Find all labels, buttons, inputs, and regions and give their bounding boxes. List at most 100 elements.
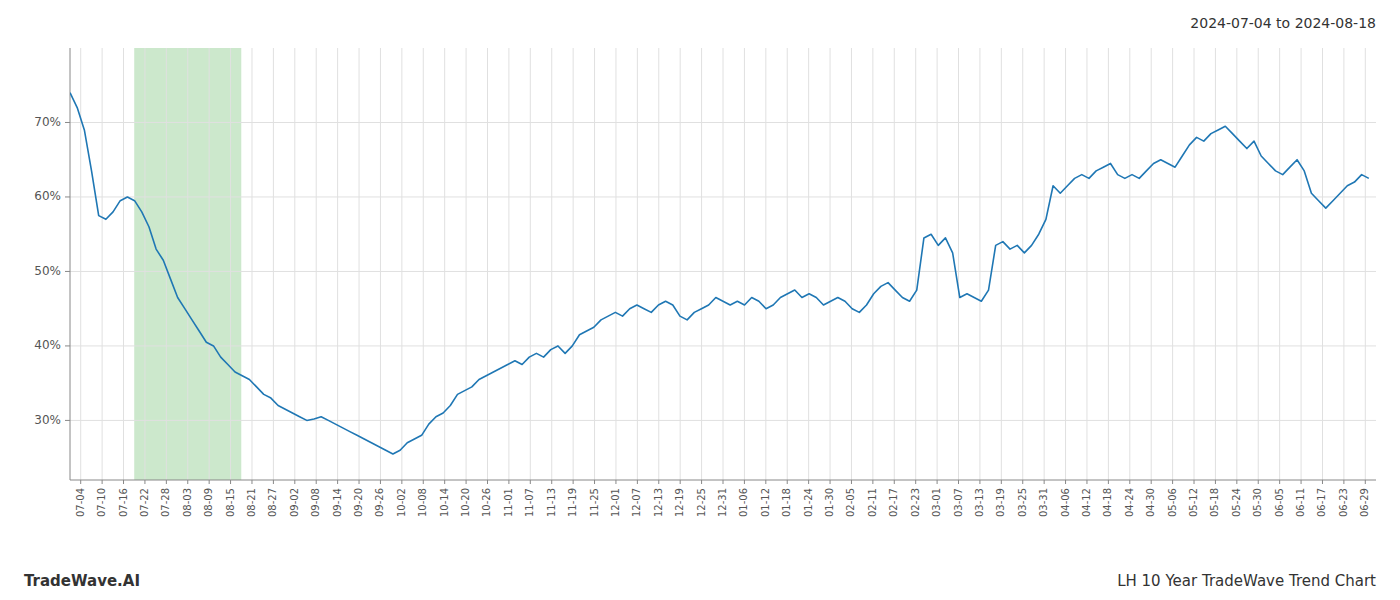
x-tick-label: 04-24 [1124, 488, 1135, 517]
chart-container: 30%40%50%60%70%07-0407-1007-1607-2207-28… [0, 0, 1400, 600]
x-tick-label: 05-06 [1167, 488, 1178, 517]
x-grid-line [1215, 48, 1216, 480]
grid [70, 48, 1376, 480]
x-tick-label: 07-04 [75, 488, 86, 517]
x-grid-line [187, 48, 188, 480]
x-tick-label: 07-28 [160, 488, 171, 517]
x-grid-line [787, 48, 788, 480]
x-tick-label: 07-16 [118, 488, 129, 517]
x-grid-line [1108, 48, 1109, 480]
x-tick-label: 03-31 [1038, 488, 1049, 517]
x-grid-line [487, 48, 488, 480]
x-tick [1194, 480, 1195, 484]
x-grid-line [380, 48, 381, 480]
y-tick-label: 60% [34, 189, 61, 203]
y-axis-line [70, 48, 71, 480]
x-grid-line [723, 48, 724, 480]
x-grid-line [80, 48, 81, 480]
x-tick-label: 01-18 [781, 488, 792, 517]
x-tick-label: 03-01 [931, 488, 942, 517]
x-grid-line [166, 48, 167, 480]
x-tick-label: 08-15 [225, 488, 236, 517]
x-tick [937, 480, 938, 484]
line-group [70, 93, 1369, 454]
x-tick [1322, 480, 1323, 484]
x-grid-line [273, 48, 274, 480]
x-tick [1236, 480, 1237, 484]
x-grid-line [102, 48, 103, 480]
x-tick-label: 01-24 [803, 488, 814, 517]
x-grid-line [316, 48, 317, 480]
x-grid-line [423, 48, 424, 480]
x-tick-label: 03-07 [953, 488, 964, 517]
x-tick [423, 480, 424, 484]
x-tick [1108, 480, 1109, 484]
x-tick-label: 08-09 [203, 488, 214, 517]
x-grid-line [744, 48, 745, 480]
y-tick-label: 70% [34, 115, 61, 129]
x-grid-line [872, 48, 873, 480]
x-grid-line [830, 48, 831, 480]
x-grid-line [1236, 48, 1237, 480]
x-tick [166, 480, 167, 484]
title: LH 10 Year TradeWave Trend Chart [1117, 572, 1376, 590]
x-tick-label: 10-14 [439, 488, 450, 517]
x-tick [123, 480, 124, 484]
x-grid-line [1001, 48, 1002, 480]
x-tick-label: 11-19 [567, 488, 578, 517]
x-tick [1065, 480, 1066, 484]
x-grid-line [680, 48, 681, 480]
x-tick [102, 480, 103, 484]
x-tick-label: 08-21 [246, 488, 257, 517]
x-tick-label: 04-06 [1060, 488, 1071, 517]
y-tick [65, 196, 70, 197]
x-tick [723, 480, 724, 484]
x-grid-line [337, 48, 338, 480]
x-tick-label: 03-19 [995, 488, 1006, 517]
x-tick-label: 10-20 [460, 488, 471, 517]
x-tick-label: 11-13 [546, 488, 557, 517]
x-grid-line [1172, 48, 1173, 480]
x-tick [380, 480, 381, 484]
x-grid-line [701, 48, 702, 480]
x-tick-label: 04-18 [1102, 488, 1113, 517]
x-grid-line [1279, 48, 1280, 480]
x-grid-line [573, 48, 574, 480]
x-grid-line [1343, 48, 1344, 480]
x-tick [1129, 480, 1130, 484]
x-tick [1343, 480, 1344, 484]
x-grid-line [1065, 48, 1066, 480]
x-grid-line [765, 48, 766, 480]
x-tick [466, 480, 467, 484]
x-tick-label: 11-07 [524, 488, 535, 517]
x-tick [273, 480, 274, 484]
x-tick-label: 04-30 [1145, 488, 1156, 517]
x-tick [187, 480, 188, 484]
x-tick [615, 480, 616, 484]
shaded-region [134, 48, 241, 480]
x-tick-label: 04-12 [1081, 488, 1092, 517]
x-tick [144, 480, 145, 484]
x-grid-line [958, 48, 959, 480]
x-tick [316, 480, 317, 484]
x-tick-label: 12-31 [717, 488, 728, 517]
x-tick [808, 480, 809, 484]
x-tick [573, 480, 574, 484]
x-grid-line [1301, 48, 1302, 480]
x-grid-line [466, 48, 467, 480]
y-tick-label: 50% [34, 264, 61, 278]
x-tick-label: 06-29 [1359, 488, 1370, 517]
trend-line [70, 93, 1369, 454]
x-tick [1086, 480, 1087, 484]
x-grid-line [615, 48, 616, 480]
x-tick-label: 06-11 [1295, 488, 1306, 517]
x-grid-line [1322, 48, 1323, 480]
x-tick-label: 09-20 [353, 488, 364, 517]
x-tick [1001, 480, 1002, 484]
x-grid-line [1258, 48, 1259, 480]
x-tick [851, 480, 852, 484]
x-grid-line [894, 48, 895, 480]
x-tick-label: 01-12 [760, 488, 771, 517]
x-grid-line [1194, 48, 1195, 480]
x-grid-line [230, 48, 231, 480]
